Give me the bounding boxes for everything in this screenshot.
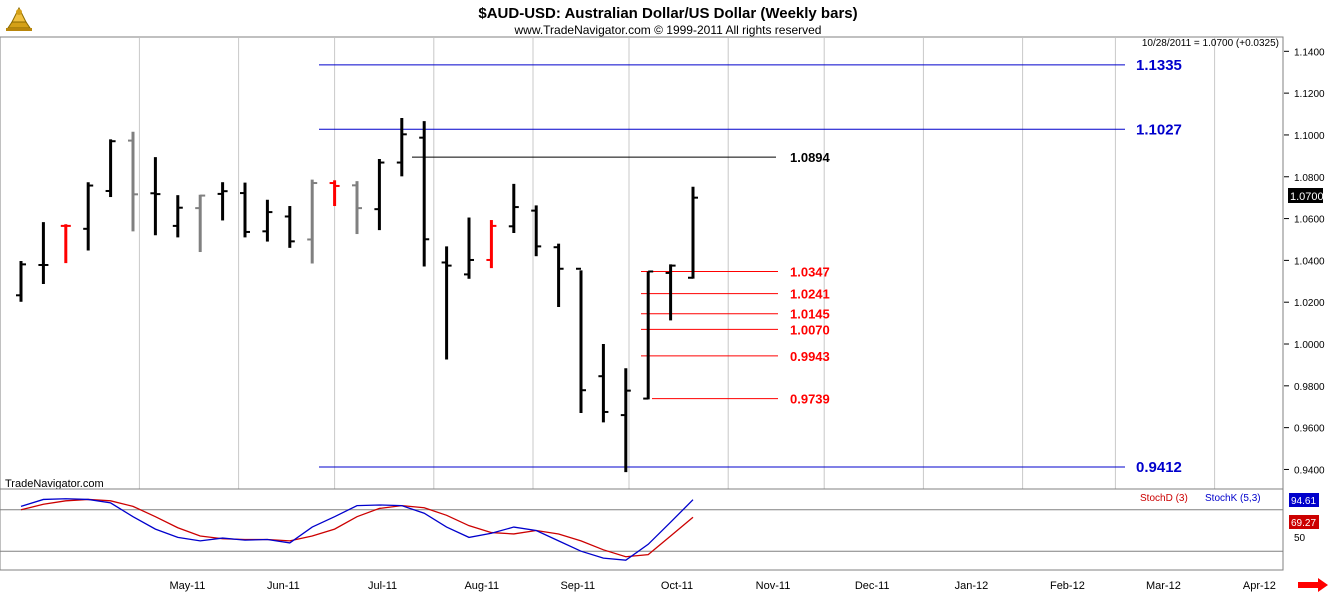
month-label: Mar-12 [1146, 580, 1181, 592]
ohlc-bar [262, 199, 273, 242]
stoch-k-legend: StochK (5,3) [1205, 493, 1261, 504]
ohlc-bar [307, 179, 318, 264]
last-bar-info: 10/28/2011 = 1.0700 (+0.0325) [1142, 38, 1279, 49]
ohlc-bar [620, 368, 631, 473]
ohlc-bar [553, 243, 564, 308]
level-lines: 1.1335 1.1027 1.0894 1.0347 1.0241 1.01451.00… [319, 57, 1182, 476]
stochastic-lines [0, 498, 1283, 561]
stoch-k-line [20, 498, 694, 561]
ohlc-bar [464, 217, 474, 279]
level-label: 1.0347 [790, 264, 830, 279]
stochastic-panel [0, 488, 1284, 571]
price-tick-label: 1.0600 [1294, 215, 1325, 226]
ohlc-bar [688, 186, 698, 279]
ohlc-bar [38, 222, 49, 285]
ohlc-bar [16, 261, 26, 302]
ohlc-bar [419, 121, 430, 267]
price-panel [0, 36, 1284, 490]
ohlc-bar [172, 195, 183, 238]
price-tick-label: 1.0800 [1294, 173, 1325, 184]
ohlc-bar [217, 182, 228, 221]
ohlc-bar [329, 180, 340, 207]
month-label: Dec-11 [855, 580, 890, 592]
price-axis-ticks: 1.1400 1.1200 1.1000 1.0800 1.0600 1.0400 1.02… [1284, 47, 1325, 476]
stoch-d-value-box [1289, 515, 1319, 529]
price-tick-label: 1.1400 [1294, 47, 1325, 58]
month-label: Feb-12 [1050, 580, 1085, 592]
ohlc-bar [665, 264, 676, 321]
level-label: 1.0894 [790, 150, 831, 165]
ohlc-bar [531, 205, 542, 257]
stoch-k-value: 94.61 [1291, 496, 1316, 507]
time-axis: May-11 Jun-11 Jul-11 Aug-11 Sep-11 Oct-11 Nov-… [169, 580, 1275, 592]
price-tick-label: 0.9600 [1294, 424, 1325, 435]
ohlc-bar [643, 270, 654, 400]
month-label: Oct-11 [661, 580, 693, 592]
stoch-d-legend: StochD (3) [1140, 493, 1188, 504]
stoch-d-line [20, 498, 694, 558]
ohlc-bar [195, 194, 206, 253]
stoch-d-value: 69.27 [1291, 518, 1316, 529]
level-label: 1.1027 [1136, 121, 1182, 138]
ohlc-bar [83, 182, 94, 251]
current-price-label: 1.0700 [1290, 191, 1324, 203]
watermark: TradeNavigator.com [5, 478, 104, 490]
logo-icon [4, 2, 34, 34]
price-tick-label: 1.0200 [1294, 298, 1325, 309]
ohlc-bar [352, 181, 362, 235]
ohlc-bar [441, 246, 452, 360]
stoch-axis-tick: 50 [1294, 533, 1306, 544]
ohlc-bar [598, 344, 609, 423]
ohlc-bar [486, 220, 497, 269]
ohlc-bar [374, 158, 385, 231]
price-tick-label: 1.0000 [1294, 340, 1325, 351]
month-label: Jun-11 [267, 580, 300, 592]
ohlc-bar [284, 206, 295, 248]
current-price-box [1288, 188, 1323, 203]
level-label: 0.9412 [1136, 459, 1182, 476]
level-label: 1.0145 [790, 307, 830, 322]
level-label: 1.0070 [790, 322, 830, 337]
level-label: 1.0241 [790, 287, 830, 302]
price-axis [1284, 37, 1336, 489]
chart-subtitle: www.TradeNavigator.com © 1999-2011 All r… [514, 23, 822, 37]
price-tick-label: 1.0400 [1294, 256, 1325, 267]
ohlc-bar [150, 157, 161, 236]
level-label: 1.1335 [1136, 57, 1182, 74]
month-label: May-11 [169, 580, 205, 592]
ohlc-bar [128, 131, 138, 232]
chart-title: $AUD-USD: Australian Dollar/US Dollar (W… [478, 5, 857, 22]
month-label: Aug-11 [464, 580, 499, 592]
scroll-right-icon[interactable] [1298, 578, 1328, 592]
ohlc-bar [105, 139, 116, 198]
ohlc-bar [508, 183, 519, 233]
month-label: Jul-11 [368, 580, 397, 592]
price-tick-label: 0.9800 [1294, 382, 1325, 393]
price-tick-label: 1.1000 [1294, 131, 1325, 142]
month-label: Nov-11 [756, 580, 791, 592]
ohlc-bar [240, 182, 250, 238]
ohlc-bar [60, 224, 71, 264]
grid [138, 38, 1216, 569]
level-label: 0.9943 [790, 349, 830, 364]
level-label: 0.9739 [790, 392, 830, 407]
month-label: Apr-12 [1243, 580, 1276, 592]
ohlc-bar [576, 267, 586, 414]
stoch-k-value-box [1289, 493, 1319, 507]
price-tick-label: 0.9400 [1294, 465, 1325, 476]
month-label: Jan-12 [955, 580, 989, 592]
price-bars [16, 118, 698, 473]
ohlc-bar [396, 118, 407, 177]
month-label: Sep-11 [560, 580, 595, 592]
price-tick-label: 1.1200 [1294, 89, 1325, 100]
